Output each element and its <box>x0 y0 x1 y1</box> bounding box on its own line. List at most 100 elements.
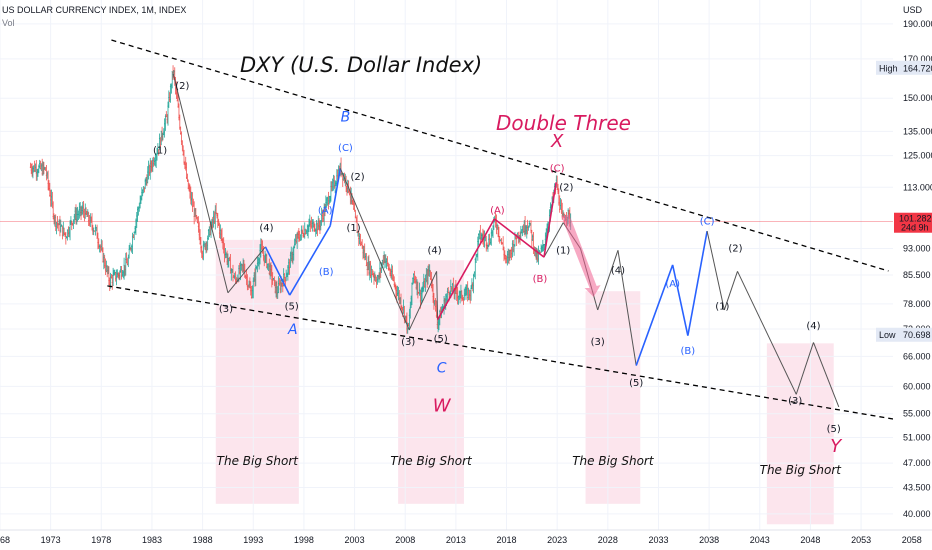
x-tick-label: 1998 <box>294 535 314 545</box>
x-tick-label: 1978 <box>91 535 111 545</box>
wave-label: (5) <box>434 334 448 345</box>
wave-segment <box>329 168 342 226</box>
wave-label: (1) <box>153 146 167 157</box>
wave-segment <box>408 271 438 331</box>
chart-title: DXY (U.S. Dollar Index) <box>240 53 482 77</box>
wave-label: C <box>437 361 447 377</box>
wave-label: (4) <box>428 246 442 257</box>
x-tick-label: 2043 <box>750 535 770 545</box>
wave-label: (4) <box>611 266 625 277</box>
y-tick-label: 47.000 <box>903 458 931 468</box>
high-marker-label: High <box>879 63 898 73</box>
axis-currency: USD <box>903 5 923 15</box>
wave-label: X <box>550 131 564 152</box>
wave-label: (C) <box>338 143 353 154</box>
y-tick-label: 60.000 <box>903 381 931 391</box>
y-tick-label: 40.000 <box>903 509 931 519</box>
y-tick-label: 93.000 <box>903 244 931 254</box>
wave-segment <box>687 230 708 336</box>
wave-segment <box>706 231 725 311</box>
indicator-label: Vol <box>2 18 15 28</box>
x-tick-label: 2008 <box>395 535 415 545</box>
x-tick-label: 2013 <box>446 535 466 545</box>
wave-label: (C) <box>700 217 715 228</box>
wave-segment <box>436 218 496 320</box>
wave-segment <box>436 271 439 320</box>
wave-segment <box>339 168 410 331</box>
wave-label: (A) <box>318 205 333 216</box>
y-tick-label: 55.000 <box>903 409 931 419</box>
wave-label: A <box>287 322 298 338</box>
price-badge-countdown: 24d 9h <box>901 223 929 233</box>
wave-label: (2) <box>351 172 365 183</box>
wave-label: (4) <box>806 321 820 332</box>
x-tick-label: 2003 <box>345 535 365 545</box>
wave-label: (B) <box>681 346 696 357</box>
wave-label: (2) <box>559 182 573 193</box>
wave-label: B <box>341 110 351 126</box>
wave-label: (5) <box>285 301 299 312</box>
wave-label: (5) <box>827 424 841 435</box>
x-tick-label: 2033 <box>648 535 668 545</box>
wave-segment <box>227 246 266 294</box>
x-tick-label: 2048 <box>800 535 820 545</box>
x-tick-label: 2018 <box>497 535 517 545</box>
wave-segment <box>543 182 557 258</box>
high-marker-bg <box>876 60 932 75</box>
wave-label: (B) <box>319 267 334 278</box>
wave-label: (1) <box>346 223 360 234</box>
wave-label: (A) <box>490 205 505 216</box>
x-tick-label: 2023 <box>547 535 567 545</box>
wave-label: (2) <box>175 81 189 92</box>
wave-label: (1) <box>715 301 729 312</box>
wave-label: W <box>433 395 452 416</box>
wave-segment <box>723 271 738 311</box>
big-short-label: The Big Short <box>572 454 655 468</box>
wave-label: (3) <box>219 304 233 315</box>
price-badge-value: 101.282 <box>899 214 932 224</box>
pattern-title: Double Three <box>496 111 631 135</box>
y-tick-label: 66.000 <box>903 351 931 361</box>
wave-label: (1) <box>556 246 570 257</box>
wave-segment <box>737 271 797 395</box>
y-tick-label: 85.500 <box>903 270 931 280</box>
wave-label: (3) <box>401 337 415 348</box>
projection-arrow <box>561 214 601 297</box>
y-tick-label: 190.000 <box>903 19 932 29</box>
wave-label: (2) <box>728 244 742 255</box>
wave-segment <box>635 264 674 366</box>
wave-segment <box>813 342 840 408</box>
y-tick-label: 170.000 <box>903 54 932 64</box>
big-short-label: The Big Short <box>217 454 300 468</box>
big-short-label: The Big Short <box>760 463 843 477</box>
wave-label: (3) <box>788 396 802 407</box>
wave-segment <box>493 218 545 258</box>
symbol-title: US DOLLAR CURRENCY INDEX, 1M, INDEX <box>2 5 187 15</box>
price-axis-panel <box>893 0 932 550</box>
y-tick-label: 78.000 <box>903 299 931 309</box>
low-marker-bg <box>876 327 932 342</box>
low-marker-value: 70.698 <box>903 330 931 340</box>
x-tick-label: 1968 <box>0 535 10 545</box>
x-tick-label: 2028 <box>598 535 618 545</box>
x-tick-label: 1993 <box>243 535 263 545</box>
high-marker-value: 164.720 <box>903 63 932 73</box>
trend-channel-line <box>107 285 910 423</box>
trend-channel-line <box>111 39 889 272</box>
wave-segment <box>795 342 814 395</box>
y-tick-label: 113.000 <box>903 182 932 192</box>
price-badge <box>894 212 932 233</box>
x-tick-label: 2038 <box>699 535 719 545</box>
wave-label: Y <box>830 436 843 457</box>
low-marker-label: Low <box>879 330 896 340</box>
y-tick-label: 125.000 <box>903 151 932 161</box>
y-tick-label: 43.500 <box>903 482 931 492</box>
y-tick-label: 51.000 <box>903 432 931 442</box>
wave-segment <box>264 246 291 296</box>
wave-segment <box>597 250 619 311</box>
x-tick-label: 2053 <box>851 535 871 545</box>
symbol-header: US DOLLAR CURRENCY INDEX, 1M, INDEX Vol <box>2 4 186 30</box>
wave-segment <box>172 73 229 293</box>
